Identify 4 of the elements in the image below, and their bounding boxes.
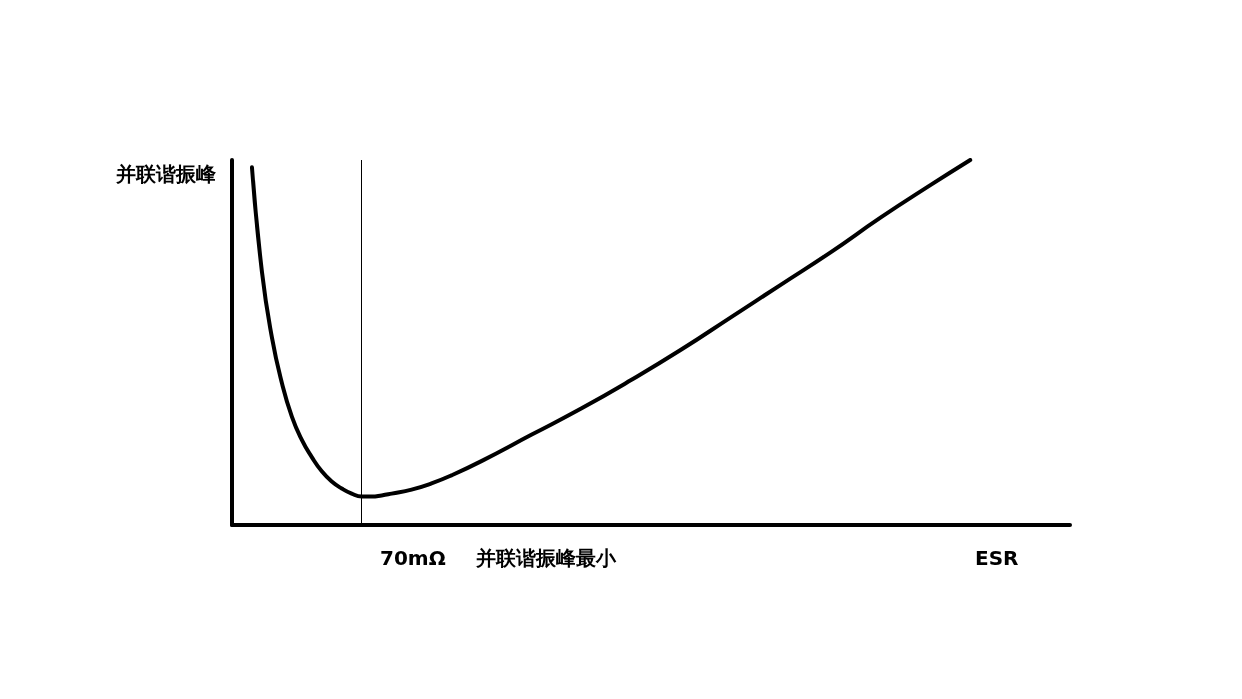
y-axis-title: 并联谐振峰 bbox=[115, 162, 217, 186]
text: 70mΩ bbox=[380, 546, 446, 570]
x-axis-title: ESR bbox=[975, 546, 1019, 570]
text: 并联谐振峰最小 bbox=[475, 546, 617, 570]
